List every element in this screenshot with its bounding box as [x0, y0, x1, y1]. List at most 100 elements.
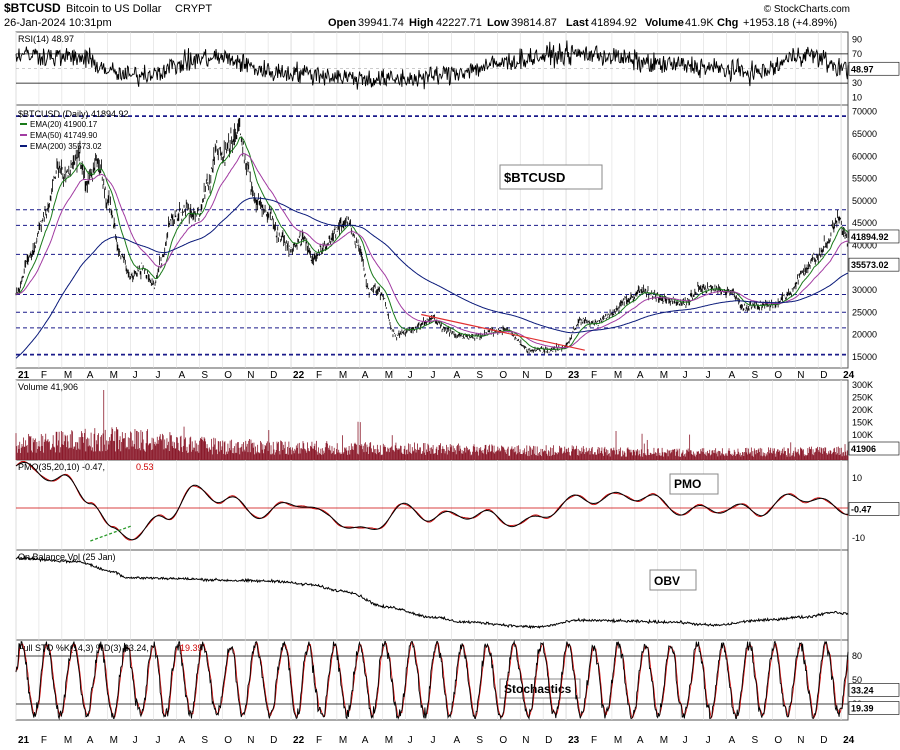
x-tick-label: M [339, 370, 347, 381]
volume-tick: 300K [852, 380, 873, 390]
ema200-last-label-box [848, 257, 900, 272]
price-tick: 15000 [852, 352, 877, 362]
x-tick-label: J [431, 370, 436, 381]
x-tick-label: D [820, 370, 827, 381]
x-tick-label-bottom: D [545, 735, 552, 746]
legend-entry: EMA(20) 41900.17 [30, 120, 98, 129]
legend-entry: EMA(50) 41749.90 [30, 131, 98, 140]
x-tick-label-bottom: D [270, 735, 277, 746]
obv-annotation: OBV [654, 574, 680, 588]
x-tick-label-bottom: O [499, 735, 507, 746]
x-tick-label: A [87, 370, 94, 381]
volume-title: Volume 41,906 [18, 382, 78, 392]
x-tick-label-bottom: O [774, 735, 782, 746]
rsi-tick: 10 [852, 93, 862, 103]
price-bars [15, 117, 849, 354]
x-tick-label: M [64, 370, 72, 381]
stoch-tick: 50 [852, 675, 862, 685]
x-tick-label: A [637, 370, 644, 381]
datetime-label: 26-Jan-2024 10:31pm [4, 17, 112, 29]
x-tick-label: A [453, 370, 460, 381]
volume-tick: 250K [852, 393, 873, 403]
price-tick: 65000 [852, 129, 877, 139]
ema20-line [15, 136, 848, 351]
low-value: 39814.87 [511, 17, 557, 29]
x-tick-label-bottom: A [453, 735, 460, 746]
volume-label: Volume [645, 17, 684, 29]
x-tick-label: O [499, 370, 507, 381]
x-tick-label: N [247, 370, 254, 381]
x-tick-label-bottom: 22 [293, 735, 305, 746]
pmo-trendline [90, 525, 132, 542]
x-tick-label: M [110, 370, 118, 381]
x-tick-label-bottom: A [362, 735, 369, 746]
x-tick-label: A [362, 370, 369, 381]
pmo-annotation-box [669, 473, 719, 495]
x-tick-label: O [774, 370, 782, 381]
pmo-signal-title: 0.53 [136, 462, 154, 472]
x-tick-label: 22 [293, 370, 305, 381]
pmo-tick: -10 [852, 533, 865, 543]
stoch-k-label-box [848, 683, 900, 697]
chg-value: +1953.18 (+4.89%) [743, 17, 837, 29]
x-tick-label-bottom: M [614, 735, 622, 746]
panel-frame-pmo [15, 459, 849, 551]
x-tick-label-bottom: J [133, 735, 138, 746]
price-annotation: $BTCUSD [504, 170, 565, 185]
pmo-title: PMO(35,20,10) -0.47, [18, 462, 105, 472]
x-tick-label-bottom: J [683, 735, 688, 746]
x-tick-label: A [178, 370, 185, 381]
stoch-d-label-box [848, 701, 900, 715]
low-label: Low [487, 17, 509, 29]
x-tick-label-bottom: J [706, 735, 711, 746]
panel-frame-obv [15, 549, 849, 641]
rsi-tick: 30 [852, 78, 862, 88]
x-tick-label-bottom: S [751, 735, 758, 746]
stoch-title: Full STO %K(14,3) %D(3) 33.24, [18, 643, 149, 653]
price-last-label: 41894.92 [851, 232, 889, 242]
symbol-name: Bitcoin to US Dollar [66, 3, 162, 15]
rsi-title: RSI(14) 48.97 [18, 34, 74, 44]
x-tick-label-bottom: 21 [18, 735, 30, 746]
rsi-line [15, 40, 849, 90]
x-tick-label: S [201, 370, 208, 381]
x-tick-label-bottom: N [247, 735, 254, 746]
obv-annotation-box [649, 569, 697, 591]
high-value: 42227.71 [436, 17, 482, 29]
volume-value: 41.9K [685, 17, 714, 29]
x-tick-label-bottom: F [591, 735, 597, 746]
price-last-label-box [848, 229, 900, 244]
price-tick: 50000 [852, 196, 877, 206]
price-tick: 70000 [852, 107, 877, 117]
x-tick-label-bottom: J [431, 735, 436, 746]
x-tick-label-bottom: M [339, 735, 347, 746]
volume-last-label-box [848, 441, 900, 456]
obv-line [15, 555, 849, 630]
open-label: Open [328, 17, 356, 29]
x-tick-label-bottom: 23 [568, 735, 580, 746]
price-tick: 40000 [852, 240, 877, 250]
price-tick: 30000 [852, 285, 877, 295]
rsi-last-label: 48.97 [851, 64, 874, 74]
x-tick-label: J [133, 370, 138, 381]
pmo-last-label: -0.47 [851, 504, 872, 514]
panel-frame-price [15, 104, 849, 369]
volume-tick: 150K [852, 418, 873, 428]
x-tick-label-bottom: A [637, 735, 644, 746]
pmo-line [15, 462, 849, 541]
x-tick-label-bottom: F [316, 735, 322, 746]
brand-label: © StockCharts.com [764, 4, 850, 15]
ohlc-quote: Open 39941.74 High 42227.71 Low 39814.87… [328, 17, 837, 29]
x-tick-label-bottom: A [87, 735, 94, 746]
volume-tick: 200K [852, 405, 873, 415]
volume-last-label: 41906 [851, 444, 876, 454]
x-tick-label-bottom: A [729, 735, 736, 746]
last-value: 41894.92 [591, 17, 637, 29]
symbol-label: $BTCUSD [4, 1, 61, 15]
exchange-label: CRYPT [175, 3, 212, 15]
ema200-last-label: 35573.02 [851, 260, 889, 270]
x-tick-label: F [41, 370, 47, 381]
x-tick-label: J [408, 370, 413, 381]
stoch-d-line [15, 640, 849, 720]
x-tick-label: D [270, 370, 277, 381]
